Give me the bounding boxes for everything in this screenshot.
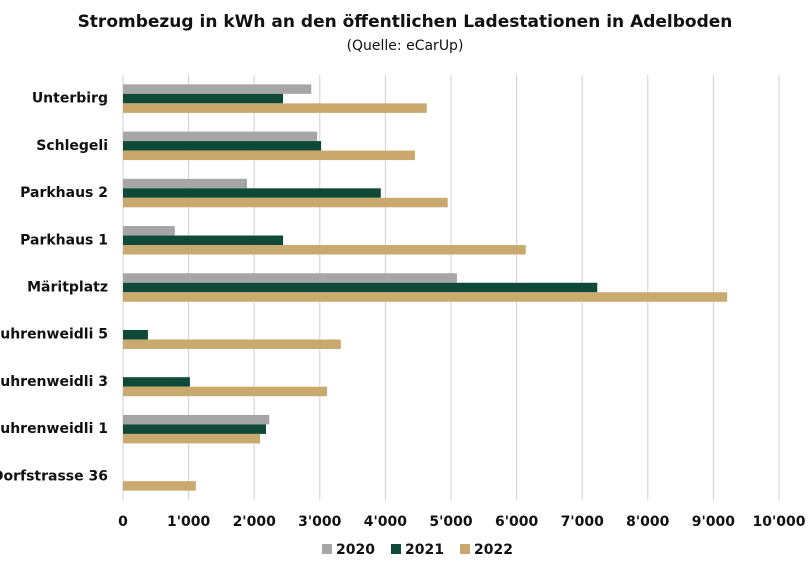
x-tick-label: 0: [118, 514, 128, 530]
y-tick-label: Parkhaus 1: [20, 232, 108, 248]
y-tick-label: Fuhrenweidli 3: [0, 374, 108, 390]
x-tick-label: 9'000: [692, 514, 736, 530]
bar: [123, 292, 728, 302]
bar: [123, 377, 190, 387]
bar: [123, 433, 261, 444]
bar: [123, 103, 427, 113]
bar: [123, 424, 267, 434]
bar: [123, 197, 448, 208]
legend-swatch: [322, 544, 332, 554]
y-tick-label: Märitplatz: [27, 280, 108, 296]
legend-label: 2020: [336, 542, 375, 558]
legend-swatch: [460, 544, 470, 554]
bar: [123, 150, 415, 161]
chart-title: Strombezug in kWh an den öffentlichen La…: [78, 12, 733, 32]
legend-swatch: [391, 544, 401, 554]
x-tick-label: 4'000: [364, 514, 408, 530]
bar: [123, 235, 284, 246]
bar: [123, 93, 284, 104]
bar: [123, 414, 270, 425]
bar: [123, 329, 148, 340]
x-tick-label: 1'000: [167, 514, 211, 530]
y-tick-label: Schlegeli: [36, 138, 108, 154]
bar: [123, 84, 312, 94]
bar: [123, 131, 318, 142]
x-tick-label: 7'000: [561, 514, 605, 530]
bar: [123, 141, 322, 151]
y-tick-label: Fuhrenweidli 1: [0, 421, 108, 437]
y-tick-label: Parkhaus 2: [20, 185, 108, 201]
bar: [123, 178, 247, 189]
x-tick-label: 3'000: [298, 514, 342, 530]
bar: [123, 245, 526, 255]
bar: [123, 481, 196, 491]
y-tick-label: Fuhrenweidli 5: [0, 327, 108, 343]
legend-label: 2022: [474, 542, 513, 558]
bar: [123, 226, 175, 236]
x-tick-label: 8'000: [626, 514, 670, 530]
legend-label: 2021: [405, 542, 444, 558]
bar: [123, 188, 381, 198]
bar: [123, 386, 328, 397]
bar: [123, 339, 341, 349]
y-tick-label: Unterbirg: [32, 91, 108, 107]
x-tick-label: 10'000: [753, 514, 806, 530]
bar: [123, 273, 457, 283]
bar: [123, 282, 598, 293]
x-tick-label: 5'000: [429, 514, 473, 530]
x-tick-label: 6'000: [495, 514, 539, 530]
x-tick-label: 2'000: [233, 514, 277, 530]
chart-subtitle: (Quelle: eCarUp): [347, 38, 464, 54]
y-tick-label: Dorfstrasse 36: [0, 468, 108, 484]
